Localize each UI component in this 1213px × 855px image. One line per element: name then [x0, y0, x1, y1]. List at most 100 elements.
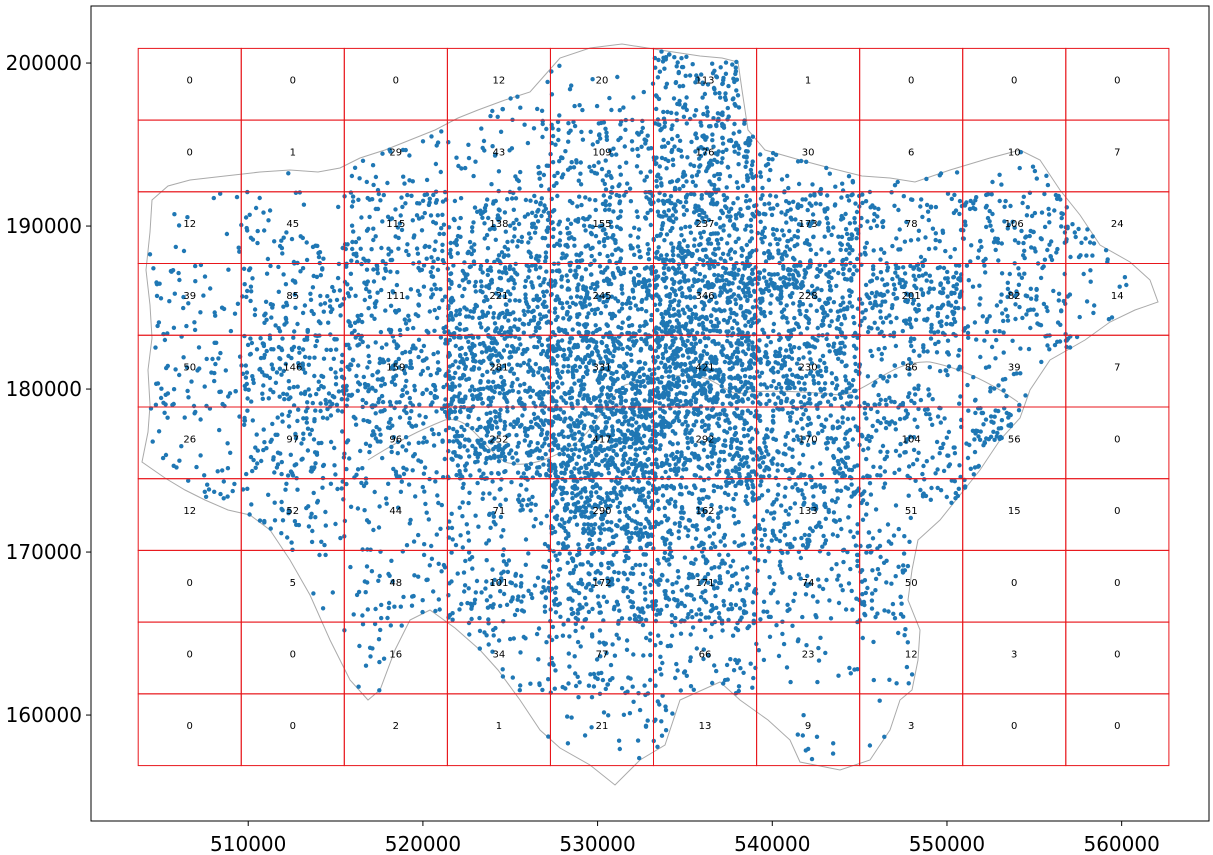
data-point [570, 327, 575, 332]
data-point [497, 391, 502, 396]
data-point [847, 221, 853, 226]
data-point [615, 266, 621, 271]
data-point [908, 238, 914, 243]
data-point [994, 303, 1000, 308]
data-point [654, 325, 659, 330]
data-point [365, 195, 370, 201]
data-point [287, 386, 292, 391]
data-point [1058, 197, 1063, 202]
data-point [718, 285, 723, 290]
data-point [578, 300, 583, 305]
data-point [399, 393, 404, 399]
data-point [154, 293, 160, 299]
data-point [434, 198, 439, 203]
data-point [640, 125, 645, 131]
data-point [535, 106, 540, 112]
data-point [796, 380, 802, 385]
data-point [898, 247, 903, 252]
data-point [823, 263, 828, 268]
data-point [629, 371, 634, 376]
data-point [778, 346, 783, 351]
data-point [364, 267, 370, 272]
data-point [764, 355, 770, 360]
data-point [876, 347, 881, 352]
data-point [516, 221, 522, 227]
data-point [568, 268, 573, 274]
data-point [747, 364, 753, 369]
data-point [1013, 316, 1018, 322]
data-point [728, 214, 733, 219]
data-point [427, 200, 432, 205]
data-point [659, 49, 664, 54]
data-point [728, 307, 733, 312]
data-point [787, 367, 793, 372]
data-point [549, 69, 554, 74]
data-point [360, 339, 365, 345]
data-point [498, 129, 504, 134]
data-point [685, 373, 690, 378]
data-point [963, 223, 968, 228]
data-point [373, 340, 378, 345]
data-point [453, 370, 458, 376]
data-point [676, 321, 681, 326]
data-point [1090, 234, 1095, 239]
data-point [721, 125, 727, 130]
data-point [715, 261, 721, 267]
data-point [924, 176, 929, 182]
data-point [787, 385, 793, 391]
data-point [384, 342, 389, 347]
data-point [1027, 233, 1032, 239]
data-point [1008, 203, 1013, 209]
data-point [356, 363, 361, 368]
data-point [1042, 224, 1048, 230]
data-point [602, 227, 607, 232]
data-point [659, 183, 664, 188]
data-point [713, 308, 718, 313]
data-point [945, 338, 951, 343]
data-point [589, 169, 594, 174]
data-point [654, 233, 660, 239]
data-point [693, 108, 699, 113]
data-point [871, 218, 877, 223]
data-point [825, 399, 831, 404]
data-point [775, 272, 780, 277]
data-point [603, 231, 608, 237]
data-point [185, 215, 190, 220]
data-point [749, 171, 754, 176]
data-point [742, 373, 748, 379]
data-point [707, 328, 713, 334]
data-point [1023, 393, 1028, 398]
data-point [836, 234, 841, 239]
data-point [659, 126, 664, 131]
data-point [665, 198, 670, 204]
data-point [741, 290, 747, 295]
data-point [507, 148, 512, 153]
data-point [791, 199, 796, 204]
data-point [645, 210, 650, 216]
data-point [171, 463, 176, 468]
data-point [248, 298, 253, 304]
data-point [683, 264, 689, 269]
data-point [659, 311, 664, 317]
data-point [671, 258, 676, 264]
data-point [809, 203, 814, 208]
data-point [928, 329, 934, 334]
data-point [560, 155, 565, 161]
data-point [619, 283, 624, 288]
data-point [901, 318, 907, 324]
data-point [471, 358, 477, 363]
data-point [555, 119, 561, 125]
data-point [870, 353, 875, 359]
data-point [781, 307, 787, 312]
data-point [679, 233, 684, 238]
data-point [684, 107, 689, 113]
data-point [328, 309, 334, 315]
data-point [855, 256, 860, 262]
data-point [891, 282, 897, 287]
data-point [978, 239, 983, 244]
data-point [475, 209, 480, 214]
data-point [811, 378, 816, 383]
data-point [274, 370, 280, 375]
data-point [663, 262, 668, 267]
data-point [820, 394, 826, 399]
